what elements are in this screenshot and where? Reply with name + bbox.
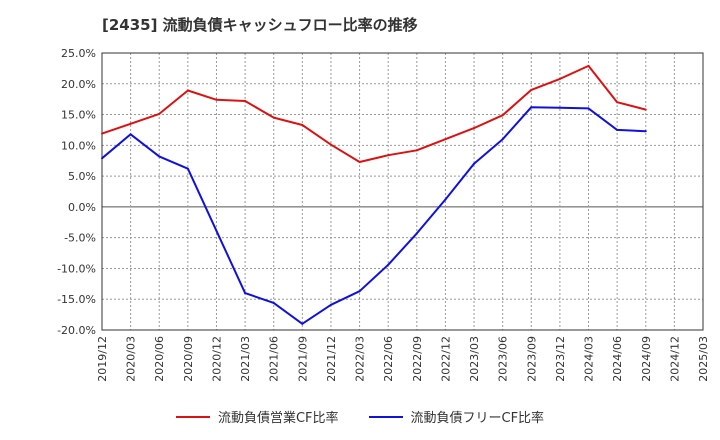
data-point-0-4 <box>215 98 218 101</box>
series-line-0 <box>101 64 647 163</box>
data-point-0-2 <box>158 112 161 115</box>
data-point-0-1 <box>129 122 132 125</box>
x-tick-label: 2021/12 <box>325 336 338 382</box>
data-point-0-11 <box>415 149 418 152</box>
x-tick-label: 2020/06 <box>153 336 166 382</box>
data-point-1-7 <box>301 322 304 325</box>
x-tick-label: 2020/03 <box>125 336 138 382</box>
data-point-1-6 <box>272 301 275 304</box>
x-tick-label: 2020/09 <box>182 336 195 382</box>
x-tick-label: 2023/12 <box>554 336 567 382</box>
data-point-1-2 <box>158 155 161 158</box>
data-point-0-17 <box>587 64 590 67</box>
data-point-0-12 <box>444 138 447 141</box>
y-tick-label: 15.0% <box>61 109 96 122</box>
data-point-0-9 <box>358 160 361 163</box>
legend-swatch-operating-cf <box>175 415 210 418</box>
y-tick-label: 0.0% <box>68 201 96 214</box>
x-tick-label: 2024/03 <box>583 336 596 382</box>
x-tick-label: 2022/06 <box>382 336 395 382</box>
x-tick-label: 2023/09 <box>525 336 538 382</box>
x-tick-label: 2023/03 <box>468 336 481 382</box>
data-point-1-1 <box>129 133 132 136</box>
data-point-1-10 <box>387 263 390 266</box>
data-point-1-17 <box>587 107 590 110</box>
data-point-1-13 <box>473 162 476 165</box>
y-tick-label: -5.0% <box>64 232 96 245</box>
chart-title: [2435] 流動負債キャッシュフロー比率の推移 <box>102 16 418 34</box>
series-line-1 <box>101 106 646 325</box>
x-tick-label: 2025/03 <box>697 336 710 382</box>
data-point-0-16 <box>558 77 561 80</box>
data-point-1-16 <box>558 106 561 109</box>
y-tick-label: -15.0% <box>57 293 96 306</box>
data-point-0-6 <box>272 116 275 119</box>
plot-area <box>102 53 703 330</box>
data-point-0-13 <box>473 127 476 130</box>
data-point-0-0 <box>101 132 103 135</box>
data-point-1-19 <box>644 130 647 133</box>
data-point-1-5 <box>244 292 247 295</box>
x-tick-label: 2021/06 <box>268 336 281 382</box>
x-tick-label: 2024/09 <box>640 336 653 382</box>
y-tick-label: -10.0% <box>57 262 96 275</box>
data-point-0-3 <box>186 89 189 92</box>
x-tick-label: 2024/06 <box>611 336 624 382</box>
y-tick-label: 20.0% <box>61 78 96 91</box>
data-point-1-8 <box>329 303 332 306</box>
chart-legend: 流動負債営業CF比率 流動負債フリーCF比率 <box>0 407 720 426</box>
data-point-0-14 <box>501 114 504 117</box>
legend-label-operating-cf: 流動負債営業CF比率 <box>217 411 339 426</box>
x-tick-label: 2021/09 <box>296 336 309 382</box>
data-point-1-0 <box>101 157 103 160</box>
x-tick-label: 2022/03 <box>354 336 367 382</box>
data-point-0-8 <box>329 143 332 146</box>
x-tick-label: 2024/12 <box>668 336 681 382</box>
x-tick-label: 2022/12 <box>439 336 452 382</box>
data-point-0-10 <box>387 154 390 157</box>
y-tick-label: 10.0% <box>61 139 96 152</box>
x-tick-label: 2023/06 <box>497 336 510 382</box>
data-point-1-12 <box>444 198 447 201</box>
data-point-0-18 <box>616 101 619 104</box>
data-point-1-9 <box>358 290 361 293</box>
x-tick-label: 2019/12 <box>96 336 109 382</box>
data-point-1-11 <box>415 232 418 235</box>
data-point-1-3 <box>186 167 189 170</box>
x-tick-label: 2022/09 <box>411 336 424 382</box>
data-point-0-15 <box>530 88 533 91</box>
x-tick-label: 2020/12 <box>210 336 223 382</box>
data-point-0-7 <box>301 124 304 127</box>
data-point-0-5 <box>244 100 247 103</box>
x-tick-label: 2021/03 <box>239 336 252 382</box>
data-point-1-4 <box>215 229 218 232</box>
data-point-1-18 <box>616 128 619 131</box>
plot-border <box>101 52 704 331</box>
data-point-1-14 <box>501 138 504 141</box>
y-tick-label: 5.0% <box>68 170 96 183</box>
y-tick-label: -20.0% <box>57 324 96 337</box>
y-tick-label: 25.0% <box>61 47 96 60</box>
legend-item-operating-cf: 流動負債営業CF比率 <box>175 407 339 426</box>
legend-swatch-free-cf <box>368 415 403 418</box>
data-point-0-19 <box>644 108 647 111</box>
legend-label-free-cf: 流動負債フリーCF比率 <box>410 411 545 426</box>
legend-item-free-cf: 流動負債フリーCF比率 <box>368 407 545 426</box>
data-point-1-15 <box>530 106 533 109</box>
